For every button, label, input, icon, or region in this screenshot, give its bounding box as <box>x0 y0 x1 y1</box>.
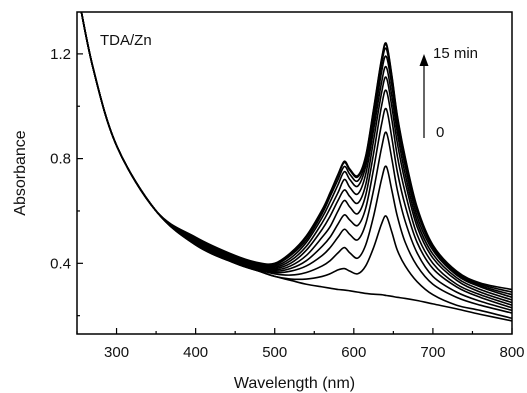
y-tick-label: 0.8 <box>50 151 71 168</box>
x-tick-label: 700 <box>420 344 445 361</box>
y-tick-label: 0.4 <box>50 255 71 272</box>
plot-frame <box>76 11 513 335</box>
x-tick-label: 400 <box>183 344 208 361</box>
series-line-1 <box>80 12 512 320</box>
arrow-top-label: 15 min <box>433 45 478 62</box>
x-axis: 300 400 500 600 700 800 <box>76 328 525 361</box>
series-lines <box>80 12 512 322</box>
x-axis-label: Wavelength (nm) <box>234 375 355 392</box>
x-tick-label: 300 <box>104 344 129 361</box>
series-line-8 <box>80 12 512 299</box>
sample-label: TDA/Zn <box>100 32 152 49</box>
y-tick-label: 1.2 <box>50 46 71 63</box>
x-tick-label: 600 <box>341 344 366 361</box>
series-line-2 <box>80 12 512 314</box>
x-tick-label: 500 <box>262 344 287 361</box>
x-tick-label: 800 <box>499 344 524 361</box>
arrow-bottom-label: 0 <box>436 124 444 141</box>
series-line-6 <box>80 12 512 304</box>
time-arrow-head-icon <box>419 54 429 66</box>
series-line-11 <box>80 12 512 291</box>
y-axis-label: Absorbance <box>12 130 29 215</box>
y-axis: 0.4 0.8 1.2 <box>50 46 83 317</box>
series-line-4 <box>80 12 512 309</box>
